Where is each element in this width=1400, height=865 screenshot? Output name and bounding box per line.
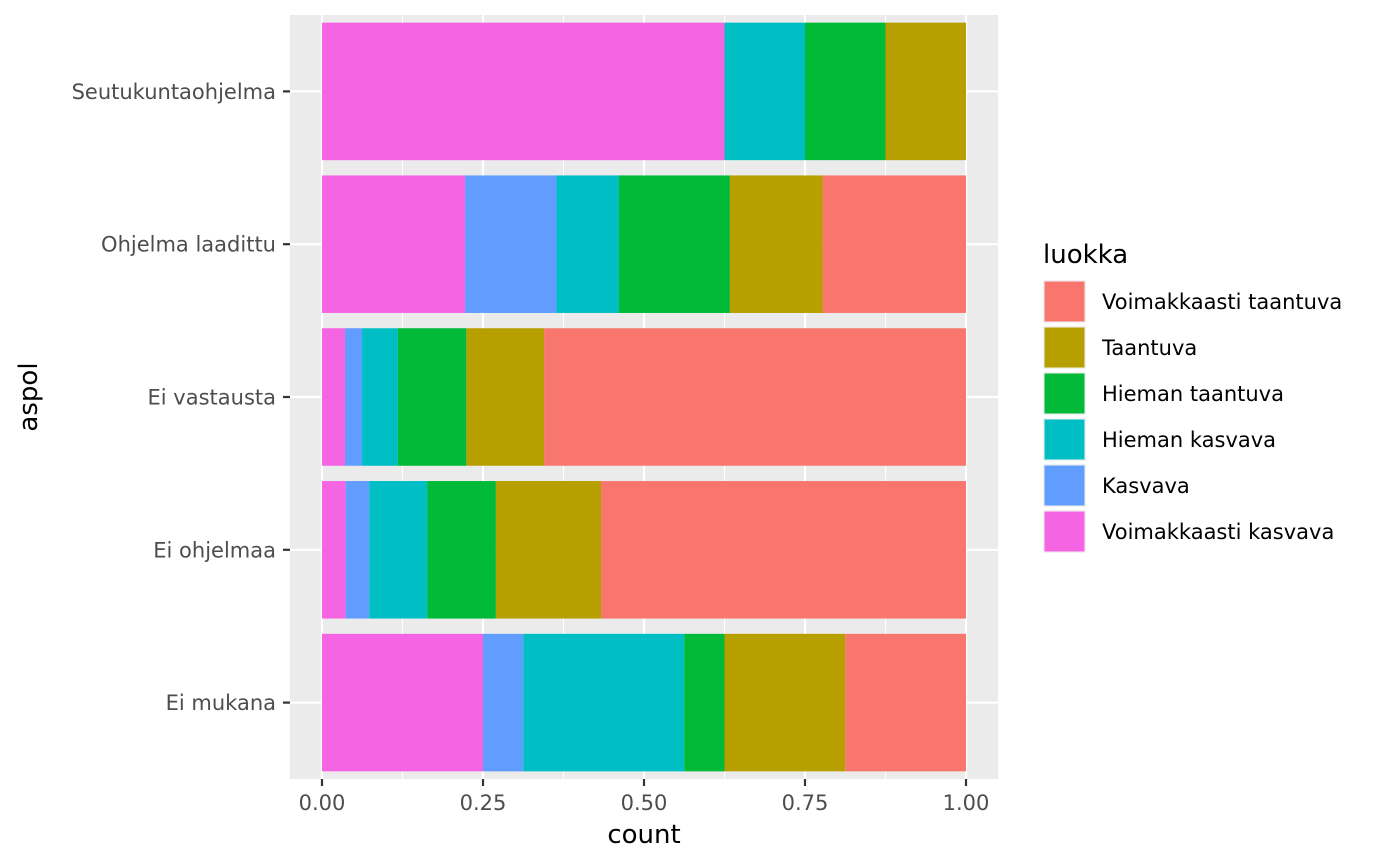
- x-axis: 0.00 0.25 0.50 0.75 1.00: [299, 779, 990, 815]
- bar-segment: [495, 481, 602, 619]
- legend-key: [1044, 419, 1085, 460]
- legend-label: Voimakkaasti taantuva: [1102, 290, 1342, 314]
- legend-key: [1044, 511, 1085, 552]
- bar-segment: [822, 175, 966, 313]
- x-axis-title: count: [607, 820, 680, 850]
- bar-segment: [427, 481, 496, 619]
- bar-segment: [345, 481, 370, 619]
- x-tick-label: 0.50: [621, 791, 668, 815]
- bar-segment: [805, 22, 886, 161]
- y-tick-label: Ei vastausta: [148, 386, 276, 410]
- y-axis: Ei mukana Ei ohjelmaa Ei vastausta Ohjelma …: [72, 80, 290, 715]
- bar-segment: [684, 633, 725, 772]
- legend-key: [1044, 373, 1085, 414]
- bar-segment: [845, 633, 966, 772]
- y-axis-title: aspol: [14, 362, 44, 431]
- x-tick-label: 0.25: [460, 791, 507, 815]
- y-tick-label: Ohjelma laadittu: [101, 233, 276, 257]
- bar-segment: [483, 633, 524, 772]
- bar-segment: [397, 328, 467, 466]
- legend-label: Voimakkaasti kasvava: [1102, 520, 1334, 544]
- bar-segment: [322, 481, 346, 619]
- bar-segment: [465, 175, 557, 313]
- legend-key: [1044, 281, 1085, 322]
- y-tick-label: Seutukuntaohjelma: [72, 80, 276, 104]
- legend-label: Hieman taantuva: [1102, 382, 1284, 406]
- bar-segment: [729, 175, 823, 313]
- legend-title: luokka: [1043, 240, 1128, 270]
- legend: luokka Voimakkaasti taantuva Taantuva Hiem…: [1043, 240, 1342, 553]
- bar-segment: [885, 22, 966, 161]
- x-tick-label: 0.00: [299, 791, 346, 815]
- legend-label: Hieman kasvava: [1102, 428, 1276, 452]
- y-tick-label: Ei mukana: [166, 691, 276, 715]
- bars: [322, 22, 966, 772]
- bar-segment: [724, 633, 846, 772]
- x-tick-label: 1.00: [943, 791, 990, 815]
- bar-segment: [601, 481, 966, 619]
- bar-segment: [556, 175, 620, 313]
- y-tick-label: Ei ohjelmaa: [153, 538, 276, 562]
- x-tick-label: 0.75: [782, 791, 829, 815]
- bar-segment: [344, 328, 363, 466]
- bar-segment: [724, 22, 805, 161]
- bar-segment: [322, 328, 345, 466]
- bar-segment: [362, 328, 398, 466]
- legend-key: [1044, 465, 1085, 506]
- legend-key: [1044, 327, 1085, 368]
- legend-label: Taantuva: [1101, 336, 1197, 360]
- bar-segment: [322, 175, 466, 313]
- bar-segment: [466, 328, 545, 466]
- bar-segment: [523, 633, 685, 772]
- bar-segment: [322, 22, 725, 161]
- legend-label: Kasvava: [1102, 474, 1190, 498]
- bar-segment: [322, 633, 483, 772]
- bar-segment: [544, 328, 966, 466]
- bar-segment: [619, 175, 730, 313]
- bar-segment: [369, 481, 428, 619]
